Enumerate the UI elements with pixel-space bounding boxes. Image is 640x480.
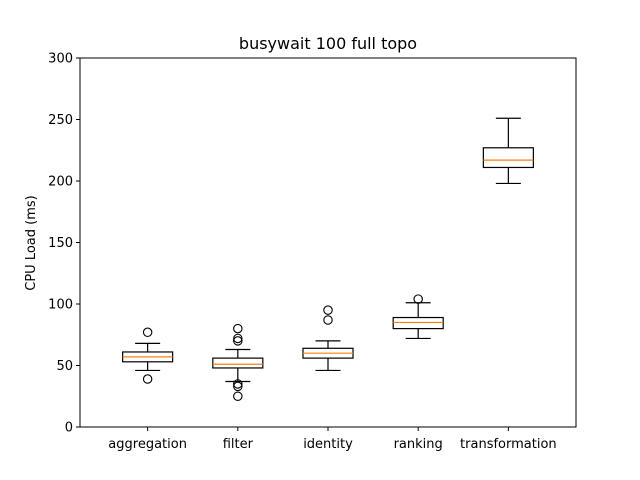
- y-tick-label: 250: [48, 113, 73, 128]
- x-tick-label: transformation: [460, 437, 557, 452]
- x-tick-label: filter: [223, 437, 254, 452]
- plot-area: 0 50 100 150 200 250 300 aggregation filter ident…: [48, 52, 556, 453]
- y-tick-label: 50: [56, 359, 73, 374]
- outlier-point: [233, 381, 243, 392]
- plot-frame: [79, 57, 577, 428]
- chart-title: busywait 100 full topo: [239, 34, 417, 53]
- iqr-box: [482, 147, 534, 169]
- y-axis-label: CPU Load (ms): [24, 195, 39, 290]
- outlier-point: [323, 305, 333, 315]
- y-tick-label: 100: [48, 298, 73, 313]
- iqr-box: [392, 316, 444, 330]
- outlier-point: [233, 391, 243, 401]
- outlier-point: [233, 336, 243, 346]
- outlier-point: [233, 323, 243, 334]
- x-tick-label: aggregation: [108, 437, 187, 452]
- outlier-point: [233, 333, 243, 344]
- y-tick-label: 300: [48, 52, 73, 67]
- outlier-point: [323, 315, 333, 325]
- y-tick-label: 200: [48, 175, 73, 190]
- iqr-box: [212, 357, 264, 369]
- y-tick-label: 0: [65, 421, 73, 436]
- y-tick-label: 150: [48, 236, 73, 251]
- outlier-point: [142, 374, 153, 384]
- x-tick-label: identity: [303, 437, 353, 452]
- outlier-point: [413, 294, 423, 304]
- outlier-point: [233, 379, 243, 389]
- x-tick-label: ranking: [394, 437, 443, 452]
- outlier-point: [142, 327, 153, 338]
